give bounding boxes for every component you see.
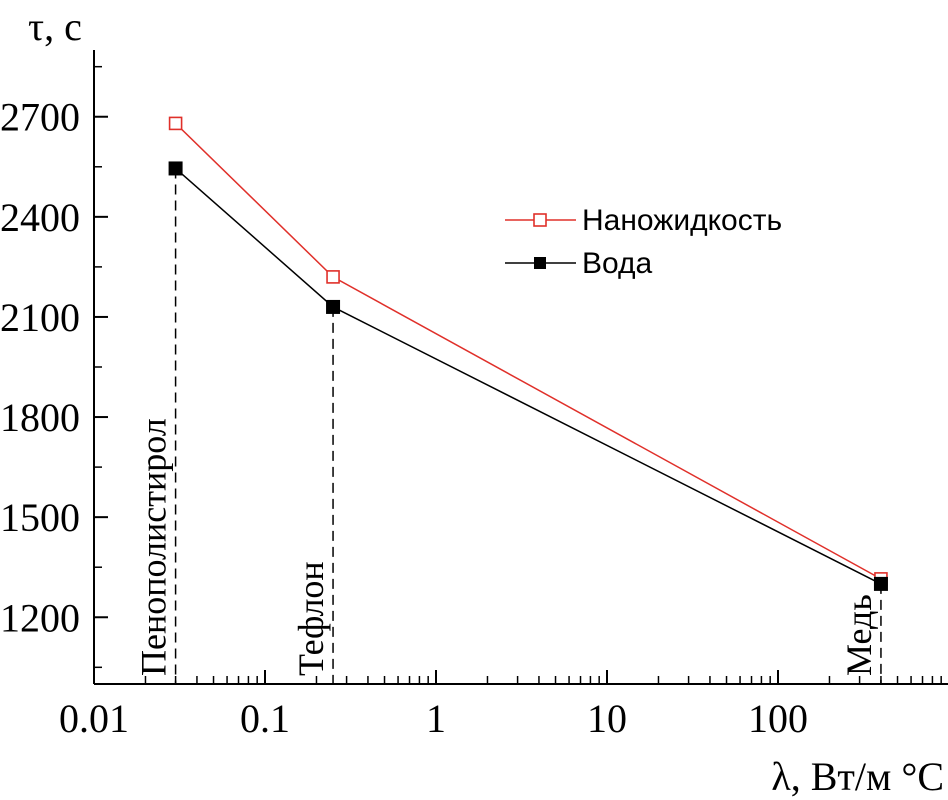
series-layer	[168, 116, 888, 591]
y-tick-label: 1800	[0, 395, 80, 440]
x-tick-label: 100	[748, 696, 808, 741]
material-label: Медь	[839, 594, 879, 676]
y-axis-title: τ, с	[28, 4, 82, 49]
material-label: Тефлон	[291, 561, 331, 676]
series-line	[175, 122, 882, 580]
material-guide-lines: Пенополистирол Тефлон Медь	[134, 168, 882, 684]
axes: 1200 1500 1800 2100 2400 2700 0.01 0.1 1 10 100	[0, 50, 948, 741]
legend: Наножидкость Вода	[505, 204, 782, 280]
data-point	[326, 299, 341, 314]
y-tick-label: 1500	[0, 495, 80, 540]
data-point	[168, 116, 183, 131]
y-tick-label: 2100	[0, 295, 80, 340]
x-tick-label: 0.01	[59, 696, 129, 741]
legend-entry: Наножидкость	[505, 204, 782, 237]
legend-label: Вода	[582, 247, 653, 280]
y-tick-label: 1200	[0, 595, 80, 640]
x-tick-label: 0.1	[240, 696, 290, 741]
x-tick-label: 1	[426, 696, 446, 741]
legend-label: Наножидкость	[582, 204, 782, 237]
series-nanofluid	[168, 116, 888, 586]
x-tick-label: 10	[587, 696, 627, 741]
legend-marker	[534, 257, 546, 269]
y-tick-label: 2400	[0, 195, 80, 240]
x-axis-title: λ, Вт/м °С	[771, 754, 944, 799]
y-tick-label: 2700	[0, 95, 80, 140]
data-point	[873, 576, 888, 591]
legend-marker	[533, 213, 547, 227]
data-point	[326, 270, 340, 284]
material-label: Пенополистирол	[134, 418, 174, 676]
data-point	[168, 161, 183, 176]
series-water	[168, 161, 888, 591]
legend-entry: Вода	[505, 247, 653, 280]
